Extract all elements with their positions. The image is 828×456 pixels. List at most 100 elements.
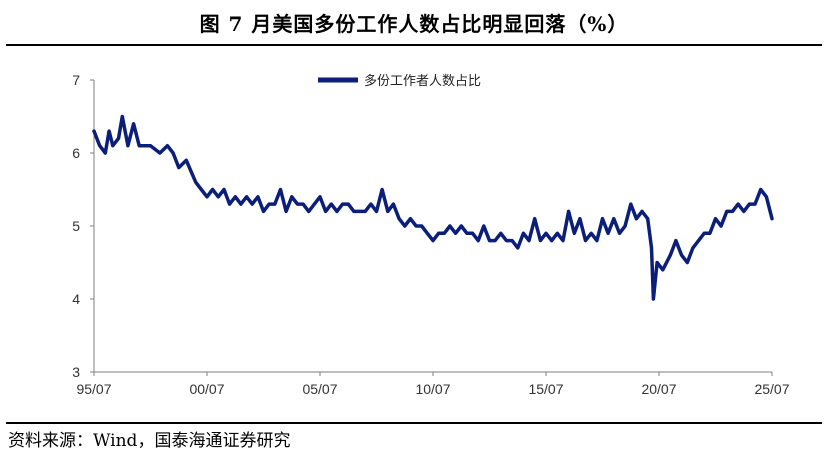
data-point [482,224,486,228]
data-point [103,151,107,155]
data-point [522,231,525,235]
data-point [149,144,152,148]
data-point [499,231,503,235]
data-point [296,202,299,206]
data-point [655,261,659,264]
data-point [488,239,491,243]
data-point [420,224,424,228]
data-point [725,210,729,213]
data-point [544,231,548,235]
data-point [239,202,243,206]
data-point [668,253,672,257]
chart-axes [93,80,772,373]
data-point [652,297,655,301]
top-rule [6,44,822,46]
data-point [719,224,723,228]
y-tick-label: 6 [72,145,80,161]
data-point [409,217,412,221]
data-point [380,188,384,191]
data-point [612,217,616,221]
data-point [770,217,774,221]
data-point [471,231,474,235]
data-point [601,217,604,221]
bottom-rule [6,422,822,424]
data-point [284,210,288,213]
data-point [680,253,683,257]
data-point [245,195,249,199]
data-point [171,151,175,155]
data-point [618,231,621,235]
data-point [702,231,706,235]
y-axis-ticks: 3 4 5 6 7 [72,72,94,380]
y-tick-label: 5 [72,218,80,234]
legend: 多份工作者人数占比 [318,73,481,89]
data-point [166,144,169,148]
data-point [216,195,220,199]
data-point [194,180,198,184]
data-point [661,268,665,272]
x-tick-label: 95/07 [76,381,111,397]
data-point [301,202,305,206]
data-point [262,210,265,213]
data-point [759,188,763,191]
x-tick-label: 25/07 [754,381,789,397]
data-point [465,231,469,235]
data-point [567,210,570,213]
data-point [375,210,378,213]
data-point [358,210,361,213]
data-point [346,202,350,206]
data-point [753,202,757,206]
data-point [635,217,638,221]
data-point [578,217,582,221]
data-point [324,210,327,213]
y-tick-label: 3 [72,364,80,380]
x-tick-label: 00/07 [189,381,224,397]
series-line [92,114,774,301]
data-point [256,195,260,199]
data-point [476,239,480,243]
data-point [589,231,593,235]
data-point [714,217,717,221]
data-point [505,239,508,243]
x-tick-label: 20/07 [641,381,676,397]
data-point [386,210,390,213]
data-point [765,195,768,199]
data-point [369,202,373,206]
data-point [273,202,277,206]
data-point [120,115,124,118]
data-point [555,231,559,235]
data-point [527,239,531,243]
data-point [392,202,395,206]
data-point [199,188,203,191]
data-point [584,239,587,243]
data-point [222,188,226,191]
data-point [313,202,316,206]
data-point [307,210,311,213]
data-point [650,246,653,250]
data-point [561,239,565,243]
data-point [437,231,440,235]
data-point [117,137,120,140]
data-point [459,224,463,228]
data-point [98,144,102,148]
data-point [742,210,746,213]
data-point [674,239,678,243]
data-point [454,231,457,235]
data-point [550,239,554,243]
y-tick-label: 4 [72,291,80,307]
legend-label: 多份工作者人数占比 [364,73,481,89]
data-point [697,239,700,243]
chart-title: 图 7 月美国多份工作人数占比明显回落（%） [199,12,629,36]
data-point [510,239,514,243]
data-point [211,188,215,191]
data-point [708,231,712,235]
data-point [493,239,497,243]
data-point [279,188,282,191]
data-point [177,166,181,170]
y-tick-label: 7 [72,72,80,88]
data-point [107,129,111,133]
x-tick-label: 15/07 [528,381,563,397]
x-tick-label: 05/07 [302,381,337,397]
data-point [111,144,115,148]
